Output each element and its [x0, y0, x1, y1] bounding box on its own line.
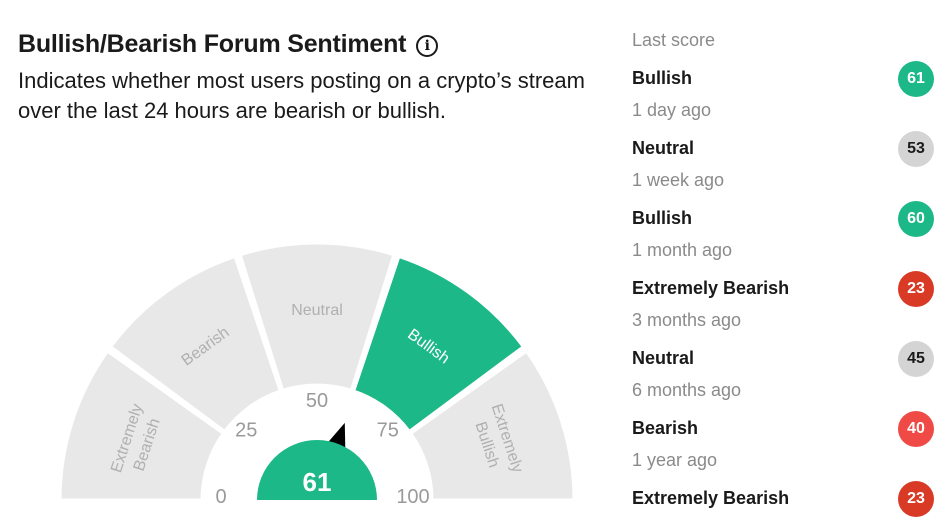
history-period: 3 months ago — [632, 310, 742, 330]
gauge-tick-label: 0 — [215, 486, 226, 508]
history-row: Bullish 60 — [632, 200, 934, 237]
history-period: 1 week ago — [632, 170, 725, 190]
page-description: Indicates whether most users posting on … — [18, 68, 585, 123]
gauge-tick-label: 25 — [235, 419, 257, 441]
gauge-value: 61 — [303, 467, 332, 497]
history-sentiment-label: Bullish — [632, 68, 693, 88]
score-badge: 53 — [898, 130, 934, 167]
history-sentiment-label: Bearish — [632, 418, 699, 438]
gauge-value-hub — [257, 440, 377, 500]
history-row: Bearish 40 — [632, 410, 934, 447]
gauge-tick-label: 100 — [396, 486, 429, 508]
history-sentiment-label: Extremely Bearish — [632, 488, 790, 508]
score-history: Last score Bullish 61 1 day ago Neutral 53 1 w… — [632, 26, 934, 517]
history-row: Extremely Bearish 23 — [632, 270, 934, 307]
score-badge: 45 — [898, 340, 934, 377]
score-badge: 61 — [898, 60, 934, 97]
gauge-zone-extremely-bearish — [58, 349, 226, 502]
score-badge: 40 — [898, 410, 934, 447]
score-badge: 60 — [898, 200, 934, 237]
gauge-zone-bearish — [108, 254, 283, 434]
history-row: Extremely Bearish 23 — [632, 480, 934, 517]
sentiment-gauge: ExtremelyBearishBearishNeutralBullishExt… — [58, 241, 576, 508]
history-period: 1 month ago — [632, 240, 733, 260]
gauge-zone-bullish — [351, 254, 526, 434]
history-period: Last score — [632, 30, 716, 50]
history-period: 1 year ago — [632, 450, 718, 470]
history-period: 6 months ago — [632, 380, 742, 400]
gauge-tick-label: 50 — [306, 390, 328, 412]
info-icon[interactable]: i — [416, 34, 439, 57]
history-sentiment-label: Neutral — [632, 348, 695, 368]
history-sentiment-label: Extremely Bearish — [632, 278, 790, 298]
gauge-zone-neutral — [238, 241, 396, 393]
history-row: Neutral 45 — [632, 340, 934, 377]
gauge-zone-extremely-bullish — [408, 349, 576, 502]
title-row: Bullish/Bearish Forum Sentiment i — [18, 30, 439, 59]
history-row: Bullish 61 — [632, 60, 934, 97]
score-badge: 23 — [898, 270, 934, 307]
history-sentiment-label: Neutral — [632, 138, 695, 158]
gauge-tick-label: 75 — [377, 419, 399, 441]
gauge-zone-label: Neutral — [291, 302, 343, 319]
history-row: Neutral 53 — [632, 130, 934, 167]
page-title: Bullish/Bearish Forum Sentiment — [18, 30, 407, 58]
score-badge: 23 — [898, 480, 934, 517]
history-sentiment-label: Bullish — [632, 208, 693, 228]
history-period: 1 day ago — [632, 100, 712, 120]
